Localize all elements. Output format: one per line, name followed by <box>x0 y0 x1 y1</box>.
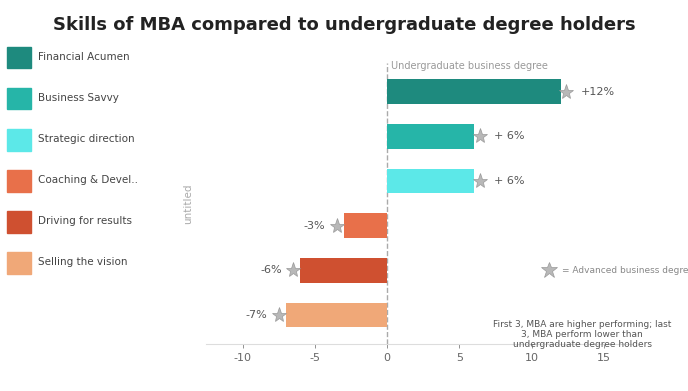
Text: -6%: -6% <box>260 265 281 275</box>
Bar <box>387 169 474 193</box>
Text: = Advanced business degree e.g. MBA: = Advanced business degree e.g. MBA <box>562 266 688 275</box>
Bar <box>286 303 387 327</box>
Text: First 3, MBA are higher performing; last
3, MBA perform lower than
undergraduate: First 3, MBA are higher performing; last… <box>493 319 671 349</box>
Text: Coaching & Devel..: Coaching & Devel.. <box>38 175 138 185</box>
Text: Business Savvy: Business Savvy <box>38 93 119 103</box>
Text: Driving for results: Driving for results <box>38 216 132 226</box>
Text: + 6%: + 6% <box>494 176 525 186</box>
Text: -7%: -7% <box>246 310 267 320</box>
Text: Selling the vision: Selling the vision <box>38 257 127 267</box>
Text: Strategic direction: Strategic direction <box>38 134 134 144</box>
Bar <box>387 124 474 149</box>
Text: Undergraduate business degree: Undergraduate business degree <box>391 61 548 72</box>
Text: + 6%: + 6% <box>494 131 525 141</box>
Text: Financial Acumen: Financial Acumen <box>38 52 129 62</box>
Bar <box>387 79 561 104</box>
Text: Skills of MBA compared to undergraduate degree holders: Skills of MBA compared to undergraduate … <box>53 16 635 34</box>
Text: +12%: +12% <box>581 86 615 97</box>
Bar <box>344 213 387 238</box>
Text: untitled: untitled <box>184 183 193 224</box>
Bar <box>301 258 387 283</box>
Text: -3%: -3% <box>303 221 325 231</box>
